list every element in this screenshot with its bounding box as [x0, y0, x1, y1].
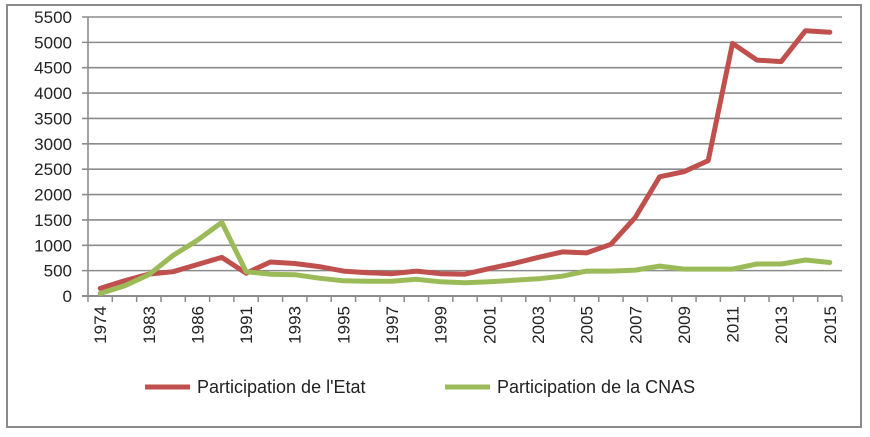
y-tick-label: 4000: [34, 84, 72, 103]
x-tick-label: 2001: [480, 306, 499, 344]
y-tick-label: 3000: [34, 135, 72, 154]
y-tick-label: 2500: [34, 160, 72, 179]
legend-label: Participation de la CNAS: [497, 377, 695, 397]
x-tick-label: 2009: [675, 306, 694, 344]
x-tick-label: 1995: [334, 306, 353, 344]
x-tick-label: 1983: [140, 306, 159, 344]
x-tick-label: 1999: [432, 306, 451, 344]
x-tick-label: 1997: [383, 306, 402, 344]
y-tick-label: 1500: [34, 211, 72, 230]
chart-frame: [6, 4, 862, 428]
x-tick-label: 1991: [237, 306, 256, 344]
y-tick-label: 500: [44, 262, 72, 281]
y-tick-label: 5000: [34, 33, 72, 52]
x-tick-label: 1986: [188, 306, 207, 344]
y-tick-label: 2000: [34, 186, 72, 205]
x-tick-label: 2015: [821, 306, 840, 344]
x-tick-label: 2011: [724, 306, 743, 343]
y-tick-label: 3500: [34, 109, 72, 128]
legend-label: Participation de l'Etat: [197, 377, 366, 397]
y-tick-label: 0: [63, 287, 72, 306]
x-tick-label: 2013: [772, 306, 791, 344]
y-tick-label: 4500: [34, 59, 72, 78]
x-tick-label: 2003: [529, 306, 548, 344]
x-tick-label: 2005: [578, 306, 597, 344]
x-tick-label: 2007: [626, 306, 645, 344]
y-tick-label: 1000: [34, 236, 72, 255]
y-tick-label: 5500: [34, 8, 72, 27]
x-tick-label: 1993: [286, 306, 305, 344]
series-line-etat: [97, 28, 833, 291]
x-tick-label: 1974: [91, 306, 110, 344]
